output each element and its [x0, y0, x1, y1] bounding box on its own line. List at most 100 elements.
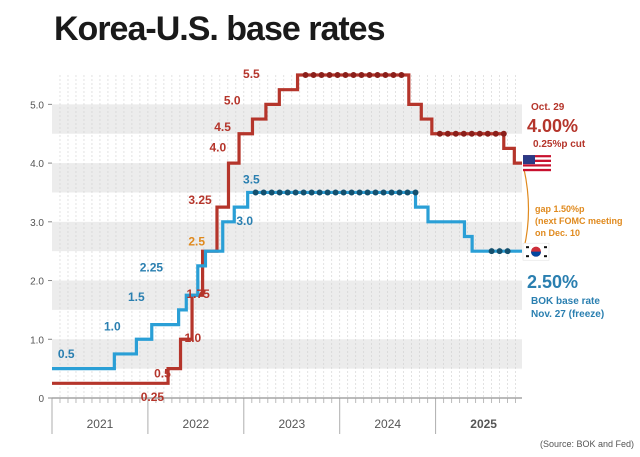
- gap-annotation: on Dec. 10: [535, 228, 580, 238]
- y-tick-label: 0: [38, 394, 44, 405]
- us-flag-icon: [523, 157, 551, 160]
- korea-rate-point: [316, 189, 323, 196]
- us-rate-point: [484, 130, 491, 137]
- korea-status-annotation: Nov. 27 (freeze): [531, 309, 604, 320]
- x-tick-label: 2022: [183, 417, 210, 431]
- korea-rate-point: [308, 189, 315, 196]
- korea-flag-icon: [531, 251, 541, 257]
- gap-annotation: (next FOMC meeting: [535, 216, 623, 226]
- us-rate-label: 0.25: [141, 390, 165, 404]
- korea-rate-point: [412, 189, 419, 196]
- us-rate-label: 5.0: [224, 93, 241, 107]
- x-tick-label: 2023: [278, 417, 305, 431]
- y-tick-label: 2.0: [30, 277, 44, 288]
- us-rate-point: [398, 72, 405, 78]
- gap-bracket: [523, 168, 530, 249]
- us-rate-point: [468, 130, 475, 137]
- korea-rate-label: 3.0: [236, 214, 253, 228]
- korea-rate-point: [364, 189, 371, 196]
- us-flag-icon: [523, 161, 551, 165]
- us-rate-label: 1.0: [185, 331, 202, 345]
- korea-flag-icon: [544, 255, 547, 258]
- us-rate-point: [302, 72, 309, 78]
- korea-rate-point: [300, 189, 307, 196]
- korea-rate-point: [396, 189, 403, 196]
- korea-rate-point: [488, 248, 495, 255]
- us-rate-point: [358, 72, 365, 78]
- us-flag-icon: [523, 166, 551, 169]
- us-flag-icon: [523, 168, 551, 172]
- us-rate-point: [436, 130, 443, 137]
- korea-rate-point: [496, 248, 503, 255]
- us-flag-icon: [523, 155, 535, 165]
- us-rate-point: [318, 72, 325, 78]
- us-rate-label: 4.0: [209, 140, 226, 154]
- korea-rate-point: [332, 189, 339, 196]
- us-value-annotation: 4.00%: [527, 116, 578, 136]
- us-rate-point: [452, 130, 459, 137]
- korea-rate-label: 0.5: [58, 347, 75, 361]
- korea-rate-line: [52, 190, 522, 371]
- korea-value-annotation: 2.50%: [527, 272, 578, 292]
- x-tick-label: 2025: [470, 417, 497, 431]
- korea-rate-label: 1.5: [128, 290, 145, 304]
- us-rate-point: [342, 72, 349, 78]
- us-change-annotation: 0.25%p cut: [533, 139, 586, 150]
- us-rate-point: [374, 72, 381, 78]
- us-rate-point: [334, 72, 341, 78]
- y-tick-label: 5.0: [30, 100, 44, 111]
- korea-rate-point: [260, 189, 267, 196]
- korea-rate-point: [292, 189, 299, 196]
- korea-rate-point: [404, 189, 411, 196]
- us-rate-point: [444, 130, 451, 137]
- korea-rate-label: 2.25: [140, 261, 164, 275]
- us-rate-point: [460, 130, 467, 137]
- us-date-annotation: Oct. 29: [531, 102, 565, 113]
- us-flag-icon: [523, 159, 551, 162]
- us-rate-line: [52, 73, 522, 385]
- x-tick-label: 2024: [374, 417, 401, 431]
- korea-rate-point: [276, 189, 283, 196]
- korea-rate-point: [356, 189, 363, 196]
- y-tick-label: 1.0: [30, 335, 44, 346]
- korea-flag-icon: [526, 246, 529, 249]
- korea-rate-point: [388, 189, 395, 196]
- us-rate-point: [366, 72, 373, 78]
- us-flag-icon: [523, 155, 551, 158]
- korea-flag-icon: [526, 255, 529, 258]
- korea-rate-label: 2.5: [188, 234, 205, 248]
- korea-rate-point: [252, 189, 259, 196]
- korea-flag-icon: [544, 246, 547, 249]
- us-rate-point: [390, 72, 397, 78]
- korea-rate-point: [348, 189, 355, 196]
- y-tick-label: 3.0: [30, 218, 44, 229]
- korea-rate-point: [372, 189, 379, 196]
- korea-rate-point: [340, 189, 347, 196]
- us-rate-point: [492, 130, 499, 137]
- chart-title: Korea-U.S. base rates: [54, 10, 385, 48]
- us-flag-icon: [523, 164, 551, 167]
- y-tick-label: 4.0: [30, 159, 44, 170]
- korea-rate-point: [380, 189, 387, 196]
- korea-status-annotation: BOK base rate: [531, 296, 600, 307]
- korea-rate-point: [324, 189, 331, 196]
- source-note: (Source: BOK and Fed): [540, 439, 634, 449]
- gap-annotation: gap 1.50%p: [535, 204, 585, 214]
- us-rate-label: 4.5: [214, 120, 231, 134]
- us-rate-label: 0.5: [154, 366, 171, 380]
- us-rate-label: 1.75: [186, 287, 210, 301]
- korea-rate-point: [268, 189, 275, 196]
- korea-rate-point: [504, 248, 511, 255]
- us-rate-point: [350, 72, 357, 78]
- us-rate-label: 5.5: [243, 67, 260, 81]
- korea-rate-label: 1.0: [104, 319, 121, 333]
- us-rate-point: [310, 72, 317, 78]
- x-tick-label: 2021: [87, 417, 114, 431]
- us-rate-point: [500, 130, 507, 137]
- korea-rate-label: 3.5: [243, 173, 260, 187]
- us-rate-point: [382, 72, 389, 78]
- us-rate-point: [476, 130, 483, 137]
- us-rate-label: 3.25: [188, 193, 212, 207]
- korea-rate-point: [284, 189, 291, 196]
